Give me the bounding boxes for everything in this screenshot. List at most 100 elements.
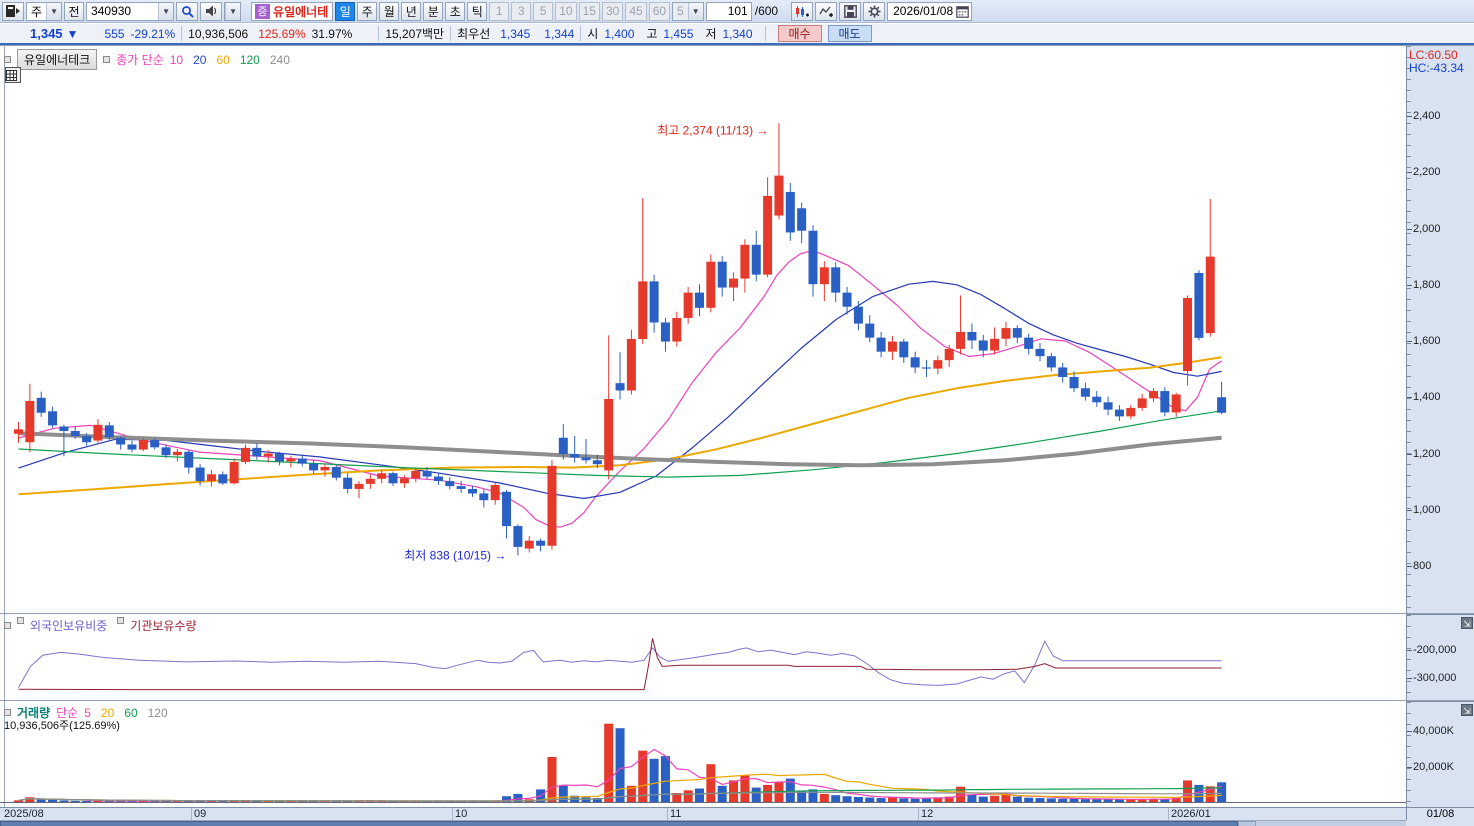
panel-handle-icon[interactable] — [4, 56, 11, 63]
chevron-down-icon: ▼ — [46, 2, 62, 20]
ma-label-20: 20 — [100, 705, 115, 720]
timeframe-button-틱[interactable]: 틱 — [467, 1, 488, 21]
grid-tool-icon[interactable] — [5, 67, 21, 83]
sound-option-combo[interactable]: ▼ — [224, 1, 242, 21]
search-icon[interactable] — [176, 1, 199, 21]
add-trendline-tool-icon[interactable] — [815, 1, 838, 21]
minute-button-30[interactable]: 30 — [601, 1, 624, 21]
low-label: 저 — [705, 27, 717, 41]
price-change: 555 — [104, 26, 125, 41]
high-label: 고 — [646, 27, 658, 41]
ma-label-60: 60 — [124, 705, 138, 720]
panel-handle-icon[interactable] — [117, 617, 125, 624]
volume-subtitle: 10,936,506주(125.69%) — [4, 720, 120, 732]
price-tick-label: 2,400 — [1407, 110, 1441, 122]
x-axis-label: 2026/01 — [1171, 808, 1211, 820]
price-tick-label: 1,000 — [1407, 504, 1441, 516]
holdings-chart[interactable] — [0, 614, 1406, 701]
h-scrollbar-grip[interactable] — [1238, 821, 1256, 826]
period-combo[interactable]: 주 ▼ — [26, 1, 63, 21]
bar-count-max-label: /600 — [754, 4, 779, 18]
high-annotation: 최고 2,374 (11/13) → — [657, 123, 768, 137]
volume-legend: 거래량 단순 5 20 60 120 — [4, 704, 168, 721]
expand-panel-icon[interactable]: ⇲ — [1461, 704, 1473, 716]
best-bid: 1,345 — [500, 26, 531, 41]
price-tick-label: 2,000 — [1407, 223, 1441, 235]
price-tick-label: 2,200 — [1407, 166, 1441, 178]
minute-button-3[interactable]: 3 — [511, 1, 532, 21]
buy-button[interactable]: 매수 — [777, 25, 822, 42]
stock-code-combo[interactable]: 340930 ▼ — [86, 1, 175, 21]
volume-chart[interactable] — [0, 701, 1406, 807]
date-picker[interactable]: 2026/01/08 — [887, 1, 973, 21]
stock-name-box[interactable]: 증 유일에너테 — [251, 1, 334, 21]
price-change-pct: -29.21% — [130, 26, 176, 41]
price-chart[interactable]: 최고 2,374 (11/13) → 최저 838 (10/15) → — [0, 46, 1406, 614]
sound-icon[interactable] — [200, 1, 223, 21]
ma-line-단순 20 — [18, 280, 1222, 500]
x-axis-label: 10 — [455, 808, 468, 820]
ma-label-20: 20 — [193, 52, 207, 67]
timeframe-button-일[interactable]: 일 — [335, 1, 356, 21]
panel-handle-icon[interactable] — [4, 622, 11, 629]
ma-label-120: 120 — [239, 52, 260, 67]
price-tick-label: 1,800 — [1407, 279, 1441, 291]
timeframe-button-분[interactable]: 분 — [423, 1, 444, 21]
volume-title: 거래량 — [17, 706, 51, 720]
chevron-down-icon: ▼ — [158, 2, 174, 20]
stock-name-label: 유일에너테 — [273, 4, 329, 19]
window-toggle-icon[interactable] — [2, 1, 24, 21]
y-axis-column: LC:60.50 HC:-43.34 2,400 2,200 2,000 1,800 1… — [1406, 46, 1474, 826]
minute-button-45[interactable]: 45 — [625, 1, 647, 21]
price-tick-label: 1,200 — [1407, 448, 1441, 460]
price-tick-label: 1,600 — [1407, 335, 1441, 347]
h-scrollbar[interactable] — [0, 820, 1406, 826]
ma-label-120: 120 — [147, 705, 168, 720]
best-ask: 1,344 — [544, 26, 575, 41]
h-scrollbar-thumb[interactable] — [0, 821, 1238, 826]
gear-icon[interactable] — [863, 1, 886, 21]
minute-button-15[interactable]: 15 — [578, 1, 600, 21]
add-candle-tool-icon[interactable] — [791, 1, 814, 21]
minute-button-5[interactable]: 5 — [533, 1, 554, 21]
ma-line-단순 120 — [18, 410, 1222, 478]
save-icon[interactable] — [839, 1, 862, 21]
stock-code-value: 340930 — [91, 4, 132, 18]
best-quote-label: 최우선 — [457, 27, 491, 41]
timeframe-button-월[interactable]: 월 — [379, 1, 400, 21]
lc-label: LC:60.50 — [1409, 48, 1458, 62]
minute-button-group: 1 3 5 10 15 30 45 60 — [489, 1, 671, 21]
timeframe-button-년[interactable]: 년 — [401, 1, 422, 21]
down-arrow-icon: ▼ — [66, 26, 79, 41]
timeframe-button-초[interactable]: 초 — [445, 1, 466, 21]
volume-tick-label: 20,000K — [1407, 761, 1454, 773]
price-tick-label: 1,400 — [1407, 391, 1441, 403]
prev-stock-button[interactable]: 전 — [64, 1, 85, 21]
bar-count-input[interactable]: 101 — [705, 1, 752, 21]
timeframe-button-주[interactable]: 주 — [357, 1, 378, 21]
panel-handle-icon[interactable] — [103, 56, 111, 63]
sell-button[interactable]: 매도 — [827, 25, 872, 42]
expand-panel-icon[interactable]: ⇲ — [1461, 617, 1473, 629]
minute-button-10[interactable]: 10 — [555, 1, 577, 21]
date-value: 2026/01/08 — [893, 4, 954, 18]
open-price: 1,400 — [604, 26, 635, 41]
minute-button-60[interactable]: 60 — [648, 1, 671, 21]
minute-button-1[interactable]: 1 — [489, 1, 510, 21]
line-외국인보유비중 — [18, 640, 1222, 688]
period-combo-value: 주 — [31, 4, 43, 19]
minute-combo[interactable]: 5 ▼ — [672, 1, 704, 21]
legend-외국인보유비중: 외국인보유비중 — [30, 619, 108, 633]
calendar-icon — [956, 5, 969, 18]
info-bar: 1,345 ▼ 555 -29.21% 10,936,506 125.69% 3… — [0, 24, 1474, 45]
chevron-down-icon: ▼ — [687, 2, 703, 20]
ma-label-240: 240 — [269, 52, 290, 67]
panel-handle-icon[interactable] — [4, 709, 11, 716]
stock-name-button[interactable]: 유일에너테크 — [17, 49, 98, 70]
chart-area: 최고 2,374 (11/13) → 최저 838 (10/15) → 유일에너테… — [0, 45, 1474, 826]
panel-handle-icon[interactable] — [17, 617, 24, 624]
high-price: 1,455 — [663, 26, 694, 41]
